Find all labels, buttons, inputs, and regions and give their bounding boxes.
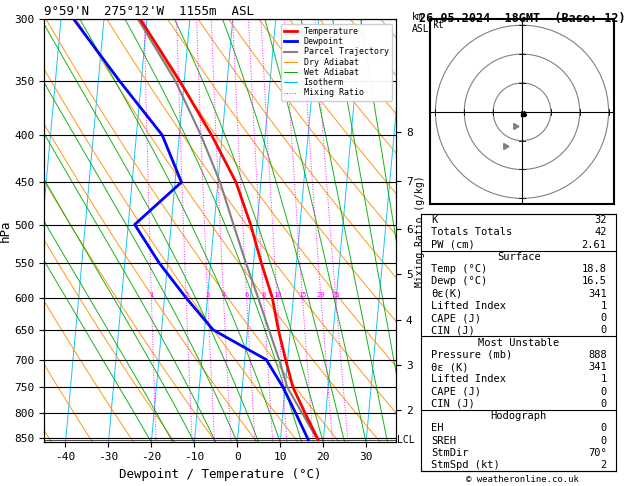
- Text: CIN (J): CIN (J): [431, 399, 475, 409]
- Text: Totals Totals: Totals Totals: [431, 227, 512, 237]
- Text: 0: 0: [601, 387, 606, 397]
- Text: CIN (J): CIN (J): [431, 325, 475, 335]
- Text: 341: 341: [588, 362, 606, 372]
- Text: 6: 6: [245, 292, 248, 298]
- Text: 4: 4: [221, 292, 226, 298]
- Text: StmSpd (kt): StmSpd (kt): [431, 460, 500, 470]
- Text: PW (cm): PW (cm): [431, 240, 475, 249]
- Y-axis label: hPa: hPa: [0, 220, 11, 242]
- Text: 70°: 70°: [588, 448, 606, 458]
- Text: LCL: LCL: [398, 435, 415, 445]
- Text: Lifted Index: Lifted Index: [431, 374, 506, 384]
- Text: kt: kt: [433, 20, 444, 30]
- Text: θε(K): θε(K): [431, 289, 462, 298]
- Text: θε (K): θε (K): [431, 362, 469, 372]
- Text: 1: 1: [601, 301, 606, 311]
- Text: 0: 0: [601, 325, 606, 335]
- Text: StmDir: StmDir: [431, 448, 469, 458]
- Text: 0: 0: [601, 313, 606, 323]
- Text: Pressure (mb): Pressure (mb): [431, 350, 512, 360]
- Text: SREH: SREH: [431, 436, 456, 446]
- Text: Hodograph: Hodograph: [491, 411, 547, 421]
- Text: © weatheronline.co.uk: © weatheronline.co.uk: [465, 474, 579, 484]
- Text: Temp (°C): Temp (°C): [431, 264, 487, 274]
- Text: 2: 2: [184, 292, 188, 298]
- Text: 9°59'N  275°12'W  1155m  ASL: 9°59'N 275°12'W 1155m ASL: [44, 5, 254, 18]
- Text: 0: 0: [601, 423, 606, 434]
- Text: EH: EH: [431, 423, 443, 434]
- Text: 26.05.2024  18GMT  (Base: 12): 26.05.2024 18GMT (Base: 12): [419, 12, 625, 25]
- Text: Dewp (°C): Dewp (°C): [431, 277, 487, 286]
- X-axis label: Dewpoint / Temperature (°C): Dewpoint / Temperature (°C): [119, 468, 321, 481]
- Text: Lifted Index: Lifted Index: [431, 301, 506, 311]
- Text: CAPE (J): CAPE (J): [431, 387, 481, 397]
- Text: 25: 25: [331, 292, 340, 298]
- Text: 42: 42: [594, 227, 606, 237]
- Text: 18.8: 18.8: [582, 264, 606, 274]
- Text: 3: 3: [206, 292, 210, 298]
- Text: 8: 8: [262, 292, 265, 298]
- Text: 1: 1: [149, 292, 153, 298]
- Text: K: K: [431, 215, 437, 225]
- Legend: Temperature, Dewpoint, Parcel Trajectory, Dry Adiabat, Wet Adiabat, Isotherm, Mi: Temperature, Dewpoint, Parcel Trajectory…: [281, 24, 392, 101]
- Text: 341: 341: [588, 289, 606, 298]
- Text: 16.5: 16.5: [582, 277, 606, 286]
- Text: 0: 0: [601, 436, 606, 446]
- Text: 2.61: 2.61: [582, 240, 606, 249]
- Text: 32: 32: [594, 215, 606, 225]
- Text: 1: 1: [601, 374, 606, 384]
- Text: 20: 20: [317, 292, 325, 298]
- Text: 888: 888: [588, 350, 606, 360]
- Text: CAPE (J): CAPE (J): [431, 313, 481, 323]
- Text: km
ASL: km ASL: [412, 12, 430, 34]
- Text: 0: 0: [601, 399, 606, 409]
- Text: Surface: Surface: [497, 252, 541, 262]
- Text: 2: 2: [601, 460, 606, 470]
- Y-axis label: Mixing Ratio (g/kg): Mixing Ratio (g/kg): [415, 175, 425, 287]
- Text: 15: 15: [298, 292, 307, 298]
- Text: Most Unstable: Most Unstable: [478, 338, 559, 347]
- Text: 10: 10: [273, 292, 281, 298]
